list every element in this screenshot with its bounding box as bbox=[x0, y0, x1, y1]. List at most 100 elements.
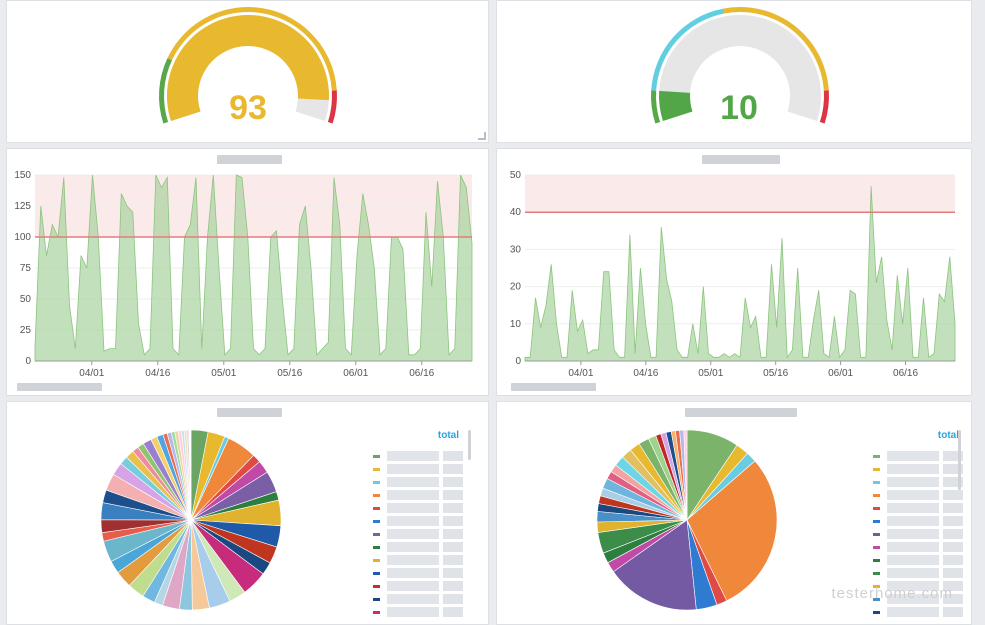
legend-item[interactable] bbox=[873, 528, 963, 540]
y-tick-label: 100 bbox=[14, 232, 31, 243]
legend-swatch bbox=[873, 520, 880, 523]
x-tick-label: 04/16 bbox=[145, 368, 170, 379]
y-tick-label: 0 bbox=[515, 356, 521, 367]
legend-item[interactable] bbox=[873, 593, 963, 605]
legend-value-redacted bbox=[443, 503, 463, 513]
pie-slice bbox=[686, 460, 778, 602]
legend-value-redacted bbox=[943, 451, 963, 461]
legend-swatch bbox=[873, 611, 880, 614]
legend-value-redacted bbox=[443, 464, 463, 474]
legend-item[interactable] bbox=[873, 476, 963, 488]
x-tick-label: 05/01 bbox=[698, 368, 723, 379]
legend-swatch bbox=[373, 507, 380, 510]
legend-label-redacted bbox=[387, 451, 439, 461]
y-tick-label: 0 bbox=[25, 356, 31, 367]
legend-value-redacted bbox=[443, 516, 463, 526]
pie-slice bbox=[612, 519, 697, 611]
legend-item[interactable] bbox=[873, 567, 963, 579]
pie-panel-left: total bbox=[6, 401, 489, 625]
legend-label-redacted bbox=[387, 555, 439, 565]
legend-item[interactable] bbox=[373, 593, 463, 605]
legend-label-redacted bbox=[887, 542, 939, 552]
legend-redacted bbox=[511, 383, 596, 391]
legend-label-redacted bbox=[387, 516, 439, 526]
legend-swatch bbox=[373, 481, 380, 484]
legend-item[interactable] bbox=[373, 606, 463, 618]
legend-item[interactable] bbox=[373, 567, 463, 579]
legend-item[interactable] bbox=[373, 554, 463, 566]
legend-item[interactable] bbox=[373, 463, 463, 475]
legend-label-redacted bbox=[887, 516, 939, 526]
pie-slice bbox=[188, 429, 192, 521]
legend-swatch bbox=[373, 546, 380, 549]
legend-value-redacted bbox=[943, 568, 963, 578]
legend-swatch bbox=[873, 598, 880, 601]
x-tick-label: 06/16 bbox=[409, 368, 434, 379]
legend-item[interactable] bbox=[873, 606, 963, 618]
legend-item[interactable] bbox=[373, 489, 463, 501]
legend-item[interactable] bbox=[873, 489, 963, 501]
legend-label-redacted bbox=[387, 581, 439, 591]
y-tick-label: 50 bbox=[20, 294, 32, 305]
y-tick-label: 150 bbox=[14, 170, 31, 181]
legend-swatch bbox=[873, 494, 880, 497]
legend-label-redacted bbox=[387, 594, 439, 604]
resize-handle[interactable] bbox=[478, 132, 486, 140]
legend-value-redacted bbox=[943, 594, 963, 604]
legend-header-total[interactable]: total bbox=[437, 430, 459, 441]
legend-value-redacted bbox=[443, 568, 463, 578]
legend-item[interactable] bbox=[373, 580, 463, 592]
panel-title-redacted bbox=[685, 408, 797, 417]
legend-value-redacted bbox=[443, 490, 463, 500]
y-tick-label: 75 bbox=[20, 263, 32, 274]
gauge-panel-left: 93 bbox=[6, 0, 489, 143]
panel-title-redacted bbox=[702, 155, 780, 164]
legend-label-redacted bbox=[887, 568, 939, 578]
legend-item[interactable] bbox=[373, 502, 463, 514]
y-tick-label: 50 bbox=[510, 170, 522, 181]
legend-scrollbar[interactable] bbox=[958, 430, 961, 490]
legend-item[interactable] bbox=[873, 502, 963, 514]
gauge-panel-right: 10 bbox=[496, 0, 972, 143]
legend-label-redacted bbox=[887, 490, 939, 500]
legend-item[interactable] bbox=[373, 476, 463, 488]
legend-item[interactable] bbox=[873, 554, 963, 566]
gauge-left bbox=[159, 7, 337, 124]
legend-value-redacted bbox=[443, 529, 463, 539]
legend-value-redacted bbox=[443, 555, 463, 565]
legend-swatch bbox=[873, 455, 880, 458]
x-tick-label: 05/01 bbox=[211, 368, 236, 379]
watermark: testerhome.com bbox=[831, 585, 953, 602]
legend-item[interactable] bbox=[873, 450, 963, 462]
area-chart-right: 0 10 20 30 40 50 04/01 04/16 05/01 05/16 06/01 06/1… bbox=[510, 170, 956, 379]
legend-value-redacted bbox=[943, 529, 963, 539]
legend-item[interactable] bbox=[873, 541, 963, 553]
y-tick-label: 10 bbox=[510, 319, 522, 330]
legend-swatch bbox=[873, 572, 880, 575]
pie-panel-right: total testerhome.com bbox=[496, 401, 972, 625]
legend-swatch bbox=[373, 494, 380, 497]
x-tick-label: 04/01 bbox=[79, 368, 104, 379]
legend-label-redacted bbox=[887, 464, 939, 474]
legend-label-redacted bbox=[387, 503, 439, 513]
legend-swatch bbox=[873, 468, 880, 471]
legend-item[interactable] bbox=[373, 450, 463, 462]
legend-item[interactable] bbox=[873, 515, 963, 527]
legend-swatch bbox=[373, 598, 380, 601]
pie-legend-right: total bbox=[873, 430, 971, 624]
gauge-threshold-segment bbox=[651, 8, 725, 91]
gauge-right-value: 10 bbox=[720, 89, 758, 127]
legend-item[interactable] bbox=[373, 515, 463, 527]
legend-scrollbar[interactable] bbox=[468, 430, 471, 460]
x-tick-label: 04/16 bbox=[633, 368, 658, 379]
gauge-threshold-segment bbox=[159, 58, 172, 124]
legend-label-redacted bbox=[887, 607, 939, 617]
pie-slice bbox=[683, 429, 688, 521]
legend-item[interactable] bbox=[873, 580, 963, 592]
legend-item[interactable] bbox=[373, 541, 463, 553]
legend-item[interactable] bbox=[873, 463, 963, 475]
series-area bbox=[34, 174, 473, 362]
legend-item[interactable] bbox=[373, 528, 463, 540]
legend-header-total[interactable]: total bbox=[937, 430, 959, 441]
legend-swatch bbox=[373, 585, 380, 588]
